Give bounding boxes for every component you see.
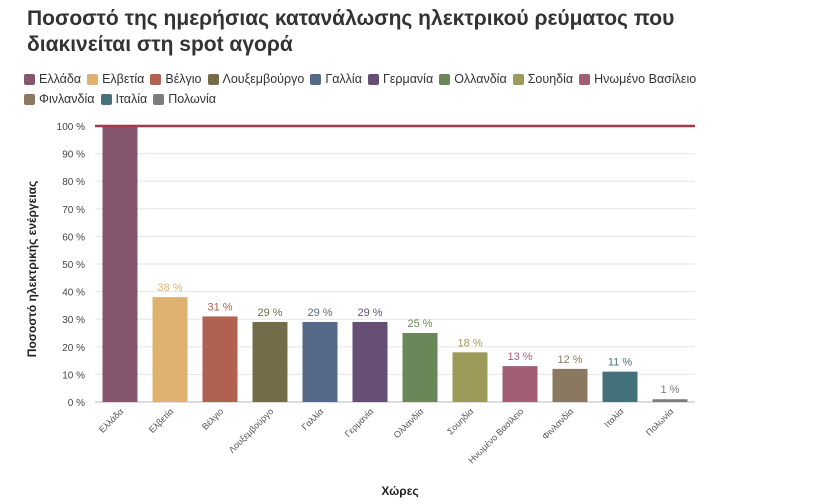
legend-item: Ελβετία (87, 70, 144, 88)
x-tick-label: Βέλγιο (200, 406, 225, 431)
y-tick-label: 20 % (62, 343, 85, 354)
legend-label: Πολωνία (168, 92, 217, 106)
x-tick-label: Πολωνία (644, 406, 675, 437)
data-label: 25 % (407, 318, 432, 330)
legend-swatch (579, 73, 591, 85)
data-label: 11 % (608, 357, 632, 369)
data-label: 29 % (357, 307, 382, 319)
chart-title: Ποσοστό της ημερήσιας κατανάλωσης ηλεκτρ… (27, 7, 675, 56)
x-tick-label: Γαλλία (300, 406, 326, 432)
legend-item: Γαλλία (310, 70, 362, 88)
legend-item: Πολωνία (153, 90, 216, 108)
legend-item: Λουξεμβούργο (207, 70, 305, 88)
x-tick-label: Ελβετία (147, 406, 176, 435)
data-label: 13 % (507, 351, 532, 363)
data-label: 38 % (157, 282, 182, 294)
legend-label: Ολλανδία (454, 72, 507, 86)
x-tick-label: Γερμανία (343, 406, 376, 439)
legend-swatch (310, 73, 322, 85)
y-axis-label: Ποσοστό ηλεκτρικής ενέργειας (25, 180, 39, 358)
y-tick-label: 60 % (62, 232, 85, 243)
bar (502, 366, 538, 402)
legend-item: Ηνωμένο Βασίλειο (579, 70, 696, 88)
legend-label: Γαλλία (325, 72, 362, 86)
legend-label: Λουξεμβούργο (222, 72, 305, 86)
x-tick-label: Σουηδία (445, 406, 475, 436)
x-tick-label: Φινλανδία (540, 406, 575, 441)
legend-label: Γερμανία (382, 72, 434, 86)
data-label: 29 % (307, 307, 332, 319)
y-tick-label: 10 % (62, 370, 85, 381)
bar (202, 316, 238, 402)
legend-label: Ελβετία (102, 72, 145, 86)
data-label: 18 % (457, 337, 482, 349)
legend-label: Ελλάδα (39, 72, 82, 86)
legend-item: Γερμανία (367, 70, 434, 88)
legend: Ελλάδα Ελβετία Βέλγιο Λουξεμβούργο Γαλλία Γερ… (24, 70, 724, 108)
bar (302, 321, 338, 402)
y-tick-label: 100 % (57, 122, 85, 133)
x-tick-label: Ιταλία (602, 406, 625, 429)
y-tick-label: 80 % (62, 177, 85, 188)
bar (652, 399, 688, 402)
legend-swatch (100, 93, 112, 105)
legend-swatch (512, 73, 524, 85)
data-label: 12 % (557, 354, 582, 366)
legend-swatch (153, 93, 165, 105)
legend-label: Ηνωμένο Βασίλειο (594, 72, 697, 86)
data-label: 29 % (257, 307, 282, 319)
legend-item: Φινλανδία (24, 90, 95, 108)
bar (152, 297, 188, 402)
legend-swatch (439, 73, 451, 85)
legend-item: Ελλάδα (24, 70, 81, 88)
bar (552, 368, 588, 402)
bar (352, 321, 388, 402)
y-tick-label: 30 % (62, 315, 85, 326)
legend-swatch (24, 93, 35, 105)
y-tick-label: 50 % (62, 260, 85, 271)
legend-item: Ιταλία (100, 90, 148, 108)
bar (252, 321, 288, 402)
x-tick-label: Λουξεμβούργο (227, 406, 276, 455)
legend-label: Βέλγιο (165, 72, 202, 86)
legend-item: Βέλγιο (150, 70, 202, 88)
data-label: 31 % (207, 301, 232, 313)
y-tick-label: 40 % (62, 288, 85, 299)
legend-swatch (24, 73, 35, 85)
x-tick-label: Ελλάδα (97, 406, 125, 434)
legend-item: Σουηδία (512, 70, 574, 88)
legend-label: Σουηδία (527, 72, 574, 86)
data-label: 1 % (661, 384, 680, 396)
bar (402, 333, 438, 402)
legend-swatch (207, 73, 219, 85)
x-axis-label: Χώρες (381, 484, 419, 498)
legend-swatch (367, 73, 379, 85)
legend-swatch (87, 73, 99, 85)
legend-swatch (150, 73, 162, 85)
y-tick-label: 70 % (62, 205, 85, 216)
bar (102, 126, 138, 402)
y-tick-label: 0 % (68, 398, 85, 409)
x-tick-label: Ηνωμένο Βασίλειο (466, 406, 525, 465)
legend-item: Ολλανδία (439, 70, 507, 88)
bar (602, 371, 638, 402)
bar (452, 352, 488, 402)
x-tick-label: Ολλανδία (392, 406, 426, 440)
legend-label: Φινλανδία (39, 92, 95, 106)
y-tick-label: 90 % (62, 150, 85, 161)
legend-label: Ιταλία (115, 92, 148, 106)
